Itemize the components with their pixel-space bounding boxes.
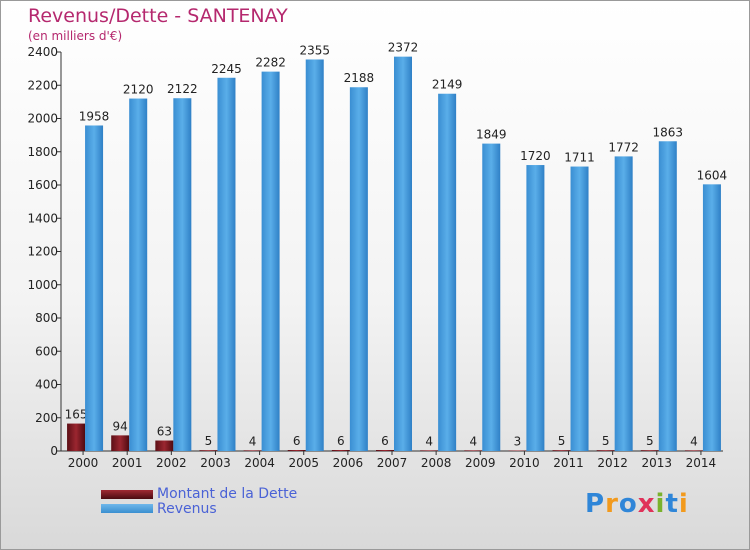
x-tick-label: 2007 [377,456,408,470]
legend-label-revenue: Revenus [157,501,217,517]
debt-bar [243,450,262,451]
debt-value-label: 4 [469,434,477,448]
y-tick-label: 200 [35,411,58,425]
chart-subtitle: (en milliers d'€) [28,29,123,43]
revenue-bar [526,165,545,452]
revenue-bar [438,93,457,451]
revenue-bar [261,71,280,452]
revenue-bar [349,87,368,452]
x-tick-label: 2000 [68,456,99,470]
y-tick-label: 2000 [27,112,58,126]
y-tick-label: 600 [35,344,58,358]
debt-bar [331,450,350,451]
debt-bar [684,450,703,451]
debt-bar [67,423,86,451]
debt-value-label: 63 [157,425,172,439]
revenue-value-label: 2282 [255,56,286,70]
debt-value-label: 4 [425,434,433,448]
revenue-value-label: 2120 [123,83,154,97]
y-tick-label: 1600 [27,178,58,192]
revenue-value-label: 2245 [211,62,242,76]
y-tick-label: 1400 [27,211,58,225]
revenue-value-label: 1720 [520,149,551,163]
debt-value-label: 6 [293,434,301,448]
debt-value-label: 4 [249,434,257,448]
revenue-value-label: 2372 [388,41,419,55]
y-tick-label: 0 [50,444,58,458]
y-tick-label: 1200 [27,245,58,259]
proxiti-logo: Proxiti [585,489,689,519]
x-tick-label: 2010 [509,456,540,470]
revenue-value-label: 1711 [564,151,595,165]
x-tick-label: 2005 [288,456,319,470]
debt-value-label: 3 [514,435,522,449]
debt-value-label: 165 [65,408,88,422]
x-tick-label: 2009 [465,456,496,470]
revenue-value-label: 1772 [608,140,639,154]
revenue-value-label: 1604 [697,168,728,182]
x-tick-label: 2012 [597,456,628,470]
debt-bar [287,450,306,451]
y-tick-label: 2400 [27,45,58,59]
revenue-bar [305,59,324,451]
legend-swatch-revenue [101,504,153,513]
x-tick-label: 2014 [686,456,717,470]
revenue-bar [394,56,412,451]
y-tick-label: 2200 [27,78,58,92]
y-tick-label: 800 [35,311,58,325]
revenue-value-label: 1958 [79,109,110,123]
x-tick-label: 2001 [112,456,143,470]
x-tick-label: 2011 [553,456,584,470]
revenue-value-label: 2149 [432,78,463,92]
debt-value-label: 6 [337,434,345,448]
revenue-bar [482,143,501,451]
x-tick-label: 2002 [156,456,187,470]
debt-bar [376,450,394,451]
debt-value-label: 5 [558,434,566,448]
debt-value-label: 5 [646,434,654,448]
debt-bar [464,450,483,451]
revenue-value-label: 1849 [476,128,507,142]
revenue-value-label: 2122 [167,82,198,96]
revenue-bar [173,98,192,451]
debt-bar [199,450,218,451]
revenue-bar [129,98,148,452]
legend-swatch-debt [101,490,153,499]
debt-bar [420,450,439,451]
revenue-bar [85,125,104,452]
chart-title: Revenus/Dette - SANTENAY [28,5,288,27]
debt-bar [640,450,659,451]
debt-value-label: 5 [602,434,610,448]
debt-value-label: 94 [113,419,128,433]
x-tick-label: 2004 [244,456,275,470]
y-tick-label: 400 [35,378,58,392]
debt-bar [155,440,174,451]
debt-value-label: 6 [381,434,389,448]
revenue-value-label: 2188 [344,71,375,85]
debt-value-label: 4 [690,434,698,448]
debt-bar [552,450,571,451]
debt-bar [596,450,615,451]
legend-label-debt: Montant de la Dette [157,486,298,502]
revenue-bar [217,77,236,452]
revenue-bar [702,184,721,451]
revenue-bar [614,156,633,451]
y-tick-label: 1000 [27,278,58,292]
revenue-value-label: 2355 [299,43,330,57]
x-tick-label: 2008 [421,456,452,470]
x-tick-label: 2013 [642,456,673,470]
revenue-bar [570,166,589,451]
x-tick-label: 2003 [200,456,231,470]
revenue-bar [658,141,677,451]
y-tick-label: 1800 [27,145,58,159]
debt-value-label: 5 [205,434,213,448]
debt-bar [111,435,130,451]
x-tick-label: 2006 [333,456,364,470]
revenue-value-label: 1863 [653,125,684,139]
